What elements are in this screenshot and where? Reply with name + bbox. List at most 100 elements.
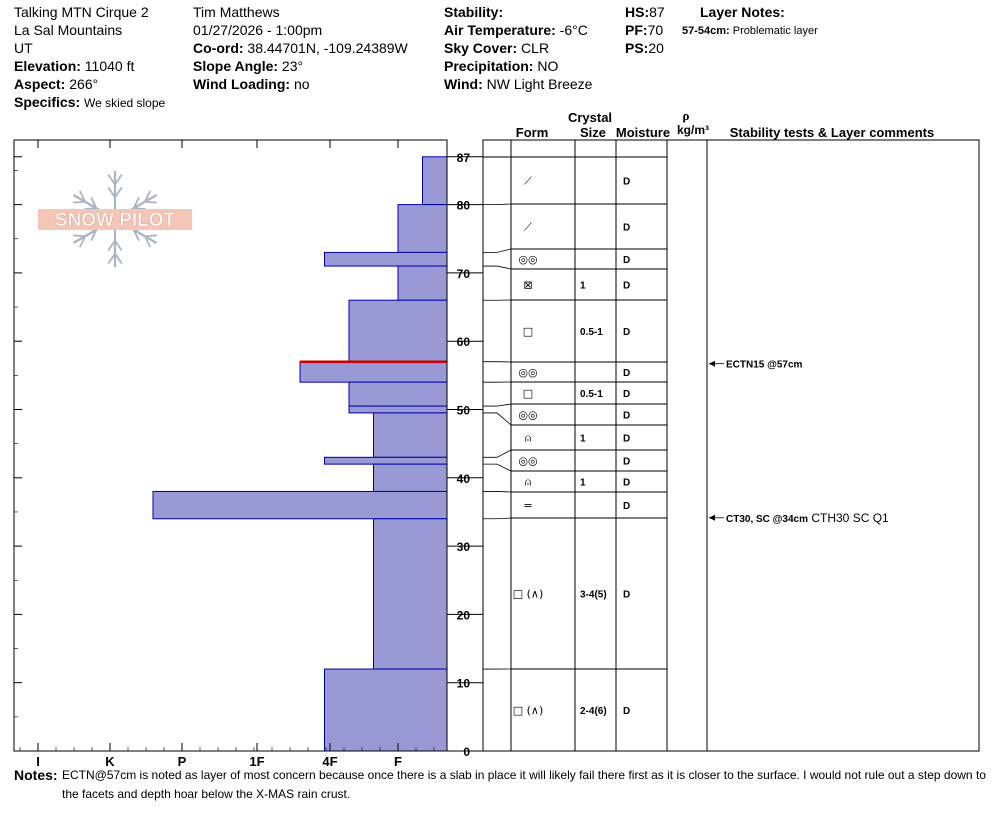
stability-test: CT30, SC @34cm CTH30 SC Q1 bbox=[726, 511, 889, 525]
hardness-bar bbox=[324, 251, 448, 267]
wind-loading-label: Wind Loading: bbox=[193, 76, 291, 92]
snowflake-branch bbox=[132, 229, 140, 242]
crystal-form: ◎◎ bbox=[518, 455, 537, 468]
y-tick-label: 30 bbox=[457, 540, 471, 554]
slope-value: 23° bbox=[278, 58, 304, 74]
sky-value: CLR bbox=[517, 40, 550, 56]
precip-label: Precipitation: bbox=[444, 58, 534, 74]
y-tick-label: 10 bbox=[457, 677, 471, 691]
logo-banner bbox=[38, 209, 192, 230]
hardness-bar bbox=[324, 668, 448, 752]
notes-label: Notes: bbox=[14, 767, 58, 783]
pf: PF:70 bbox=[625, 22, 663, 38]
notes-text: ECTN@57cm is noted as layer of most conc… bbox=[62, 768, 986, 801]
layer-connector bbox=[483, 449, 512, 458]
stability-tests: ECTN15 @57cm CT30, SC @34cm CTH30 SC Q1 bbox=[709, 360, 889, 525]
crystal-header: Crystal bbox=[568, 110, 612, 125]
moisture-value: D bbox=[623, 590, 630, 601]
hardness-bar bbox=[373, 412, 448, 458]
hardness-bar bbox=[299, 361, 448, 383]
snowflake-branch bbox=[107, 240, 116, 252]
snowflake-branch bbox=[144, 200, 157, 204]
y-tick-label: 70 bbox=[457, 267, 471, 281]
moisture-value: D bbox=[623, 368, 630, 379]
layer-connector bbox=[483, 403, 512, 407]
crystal-form: □ bbox=[523, 387, 533, 400]
layer-connector bbox=[483, 517, 512, 520]
observer: Tim Matthews bbox=[193, 4, 280, 20]
specifics: Specifics: We skied slope bbox=[14, 94, 168, 111]
coord-label: Co-ord: bbox=[193, 40, 244, 56]
pf-label: PF: bbox=[625, 22, 648, 38]
air-temperature: Air Temperature: -6°C bbox=[444, 22, 588, 38]
moisture-value: D bbox=[623, 501, 630, 512]
hs: HS:87 bbox=[625, 4, 665, 20]
sky-label: Sky Cover: bbox=[444, 40, 518, 56]
precip-value: NO bbox=[533, 58, 559, 74]
crystal-form: ⊠ bbox=[523, 279, 532, 292]
wind-loading-value: no bbox=[290, 76, 310, 92]
size-header: Size bbox=[580, 125, 606, 140]
moisture-value: D bbox=[623, 457, 630, 468]
notes: Notes: ECTN@57cm is noted as layer of mo… bbox=[14, 766, 990, 801]
layer-connector bbox=[483, 203, 512, 206]
moisture-value: D bbox=[623, 389, 630, 400]
crystal-size: 1 bbox=[580, 281, 586, 292]
moisture-value: D bbox=[623, 706, 630, 717]
hardness-plot-frame bbox=[13, 139, 448, 752]
moisture-value: D bbox=[623, 255, 630, 266]
hardness-bar bbox=[348, 405, 448, 414]
snowflake-branch bbox=[79, 190, 86, 203]
moisture-header: Moisture bbox=[616, 125, 670, 140]
density-header: kg/m³ bbox=[677, 123, 709, 137]
axis-ticks: I K P 1F 4F F 0 10 20 30 40 50 60 70 80 87 bbox=[14, 140, 483, 769]
test-arrow-icon bbox=[709, 514, 715, 521]
layer-connector bbox=[483, 265, 512, 270]
form-header: Form bbox=[516, 125, 549, 140]
moisture-value: D bbox=[623, 177, 630, 188]
crystal-form: = bbox=[523, 499, 532, 512]
layer-cells: ⟋ D ⟋ D ◎◎ D ⊠ 1 D □ 0.5-1 D ◎◎ D □ 0.5-1 D ◎◎ D ⍝ 1 D ◎◎ D ⍝ 1 D =… bbox=[513, 175, 631, 718]
hardness-bar bbox=[397, 265, 448, 301]
crystal-form: ⟋ bbox=[524, 221, 532, 234]
ps-value: 20 bbox=[648, 40, 664, 56]
wind-loading: Wind Loading: no bbox=[193, 76, 310, 92]
moisture-value: D bbox=[623, 434, 630, 445]
moisture-value: D bbox=[623, 223, 630, 234]
test-arrow-icon bbox=[709, 360, 715, 367]
crystal-form: ◎◎ bbox=[518, 366, 537, 379]
snowflake-branch bbox=[73, 234, 86, 238]
snowflake-branch bbox=[144, 235, 151, 248]
crystal-size: 2-4(6) bbox=[580, 706, 607, 717]
hardness-bar bbox=[348, 299, 448, 363]
hardness-bar bbox=[348, 381, 448, 407]
hardness-bar bbox=[373, 518, 448, 670]
specifics-value: We skied slope bbox=[84, 96, 166, 110]
mountain-range: La Sal Mountains bbox=[14, 22, 123, 38]
datetime: 01/27/2026 - 1:00pm bbox=[193, 22, 323, 38]
snowflake-branch bbox=[79, 235, 86, 248]
layer-note-range: 57-54cm: bbox=[682, 25, 730, 37]
crystal-form: □ (∧) bbox=[513, 588, 544, 601]
layer-connector bbox=[483, 491, 512, 493]
snowflake-branch bbox=[132, 196, 140, 209]
aspect-label: Aspect: bbox=[14, 76, 66, 92]
snowflake-branch bbox=[107, 253, 116, 264]
snowflake-branch bbox=[114, 174, 123, 185]
elevation-label: Elevation: bbox=[14, 58, 81, 74]
coord-value: 38.44701N, -109.24389W bbox=[243, 40, 408, 56]
x-tick-label: K bbox=[105, 754, 115, 769]
stability-test: ECTN15 @57cm bbox=[726, 360, 803, 371]
hardness-bars bbox=[152, 156, 448, 752]
state: UT bbox=[14, 40, 33, 56]
snowflake-branch bbox=[144, 190, 151, 203]
snowflake-branch bbox=[90, 229, 98, 242]
crystal-size: 0.5-1 bbox=[580, 327, 603, 338]
hs-value: 87 bbox=[649, 4, 665, 20]
location-name: Talking MTN Cirque 2 bbox=[14, 4, 149, 20]
sky-cover: Sky Cover: CLR bbox=[444, 40, 549, 56]
chart-frames bbox=[13, 139, 980, 752]
rho-header: ρ bbox=[683, 108, 690, 123]
wind: Wind: NW Light Breeze bbox=[444, 76, 592, 92]
